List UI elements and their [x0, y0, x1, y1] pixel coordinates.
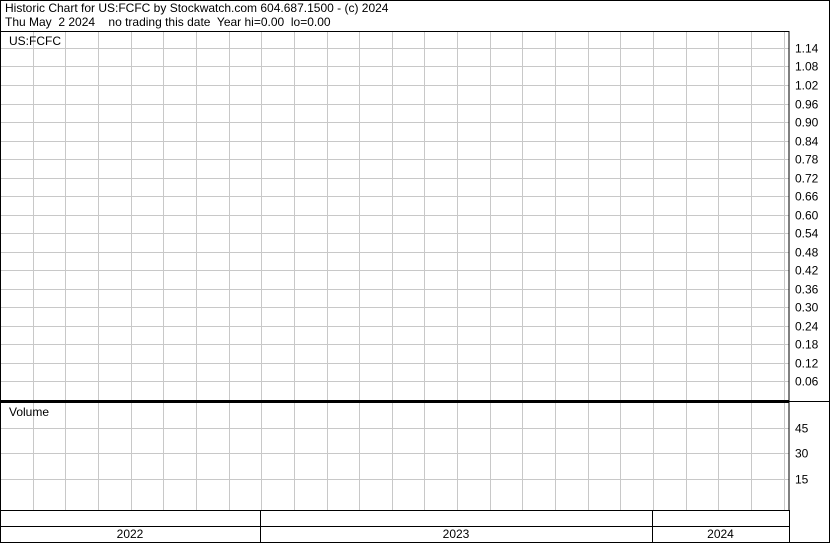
- y-tick-label: 1.08: [795, 60, 819, 74]
- y-tick-label: 0.42: [795, 264, 819, 278]
- y-tick-label: 0.66: [795, 190, 819, 204]
- y-tick-label: 0.36: [795, 283, 819, 297]
- panel-frame: [0, 31, 790, 401]
- y-tick-label: 0.24: [795, 320, 819, 334]
- y-tick-label: 0.72: [795, 172, 819, 186]
- y-tick-label: 0.54: [795, 227, 819, 241]
- y-tick-label: 0.60: [795, 209, 819, 223]
- y-tick-label: 1.02: [795, 79, 819, 93]
- chart-subtitle: Thu May 2 2024 no trading this date Year…: [5, 15, 331, 29]
- panel-frame: [0, 402, 790, 511]
- y-tick-label: 0.30: [795, 301, 819, 315]
- y-tick-label: 0.78: [795, 153, 819, 167]
- y-tick-label: 0.18: [795, 338, 819, 352]
- x-tick-label: 2022: [117, 527, 144, 541]
- y-tick-label: 0.96: [795, 98, 819, 112]
- volume-panel-label: Volume: [9, 405, 49, 419]
- x-tick-label: 2023: [443, 527, 470, 541]
- y-tick-label: 0.84: [795, 135, 819, 149]
- x-tick-label: 2024: [707, 527, 734, 541]
- y-tick-label: 1.14: [795, 42, 819, 56]
- y-tick-label: 0.48: [795, 246, 819, 260]
- y-tick-label: 0.12: [795, 357, 819, 371]
- y-tick-label: 0.90: [795, 116, 819, 130]
- y-tick-label: 15: [795, 473, 809, 487]
- y-tick-label: 30: [795, 447, 809, 461]
- y-tick-label: 45: [795, 422, 809, 436]
- chart-title: Historic Chart for US:FCFC by Stockwatch…: [5, 1, 389, 15]
- y-tick-label: 0.06: [795, 375, 819, 389]
- price-panel-label: US:FCFC: [9, 34, 61, 48]
